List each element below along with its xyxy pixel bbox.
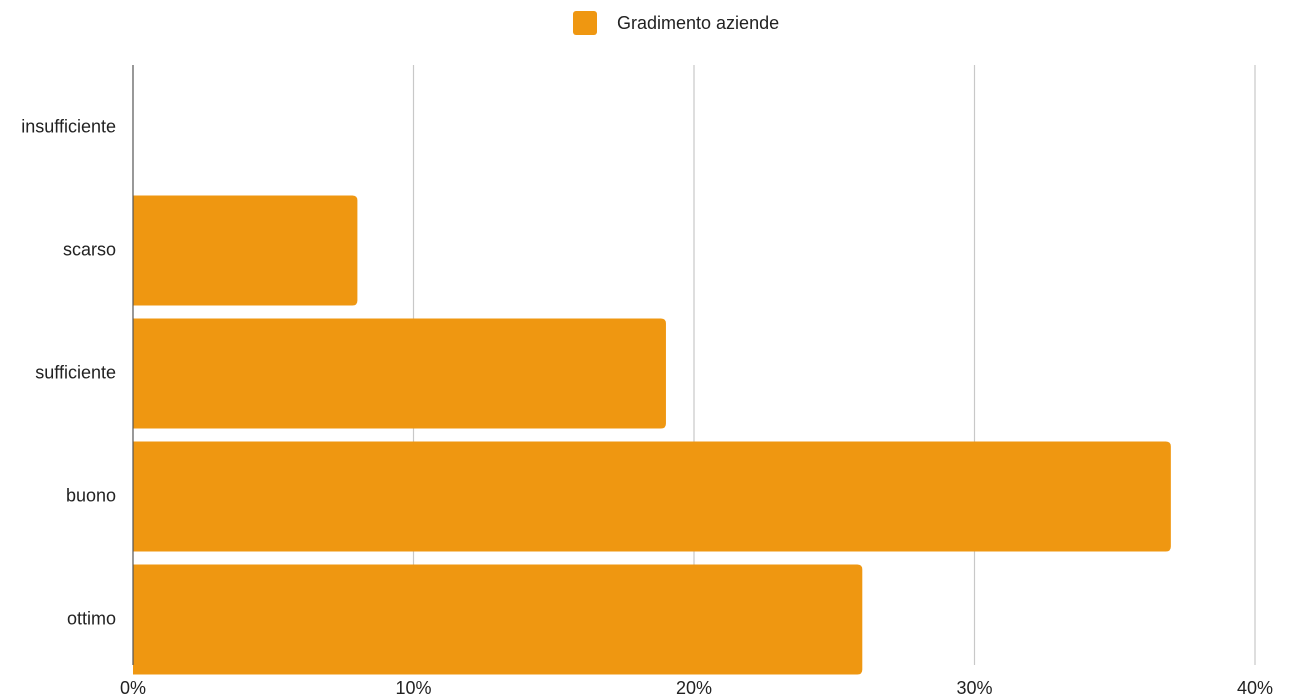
category-label: ottimo [67, 609, 116, 629]
bars [133, 195, 1171, 675]
legend-label: Gradimento aziende [617, 13, 779, 33]
category-label: insufficiente [21, 117, 116, 137]
x-tick-label: 40% [1237, 678, 1273, 698]
bar-ottimo [133, 564, 863, 675]
bar-scarso [133, 195, 358, 306]
x-tick-label: 30% [956, 678, 992, 698]
x-tick-label: 0% [120, 678, 146, 698]
x-tick-label: 10% [395, 678, 431, 698]
category-label: scarso [63, 240, 116, 260]
bar-sufficiente [133, 318, 666, 429]
x-tick-label: 20% [676, 678, 712, 698]
bar-buono [133, 441, 1171, 552]
legend: Gradimento aziende [573, 11, 779, 35]
category-label: buono [66, 486, 116, 506]
legend-swatch [573, 11, 597, 35]
category-labels: insufficiente scarso sufficiente buono ottim… [21, 117, 116, 629]
category-label: sufficiente [35, 363, 116, 383]
x-tick-labels: 0% 10% 20% 30% 40% [120, 678, 1273, 698]
